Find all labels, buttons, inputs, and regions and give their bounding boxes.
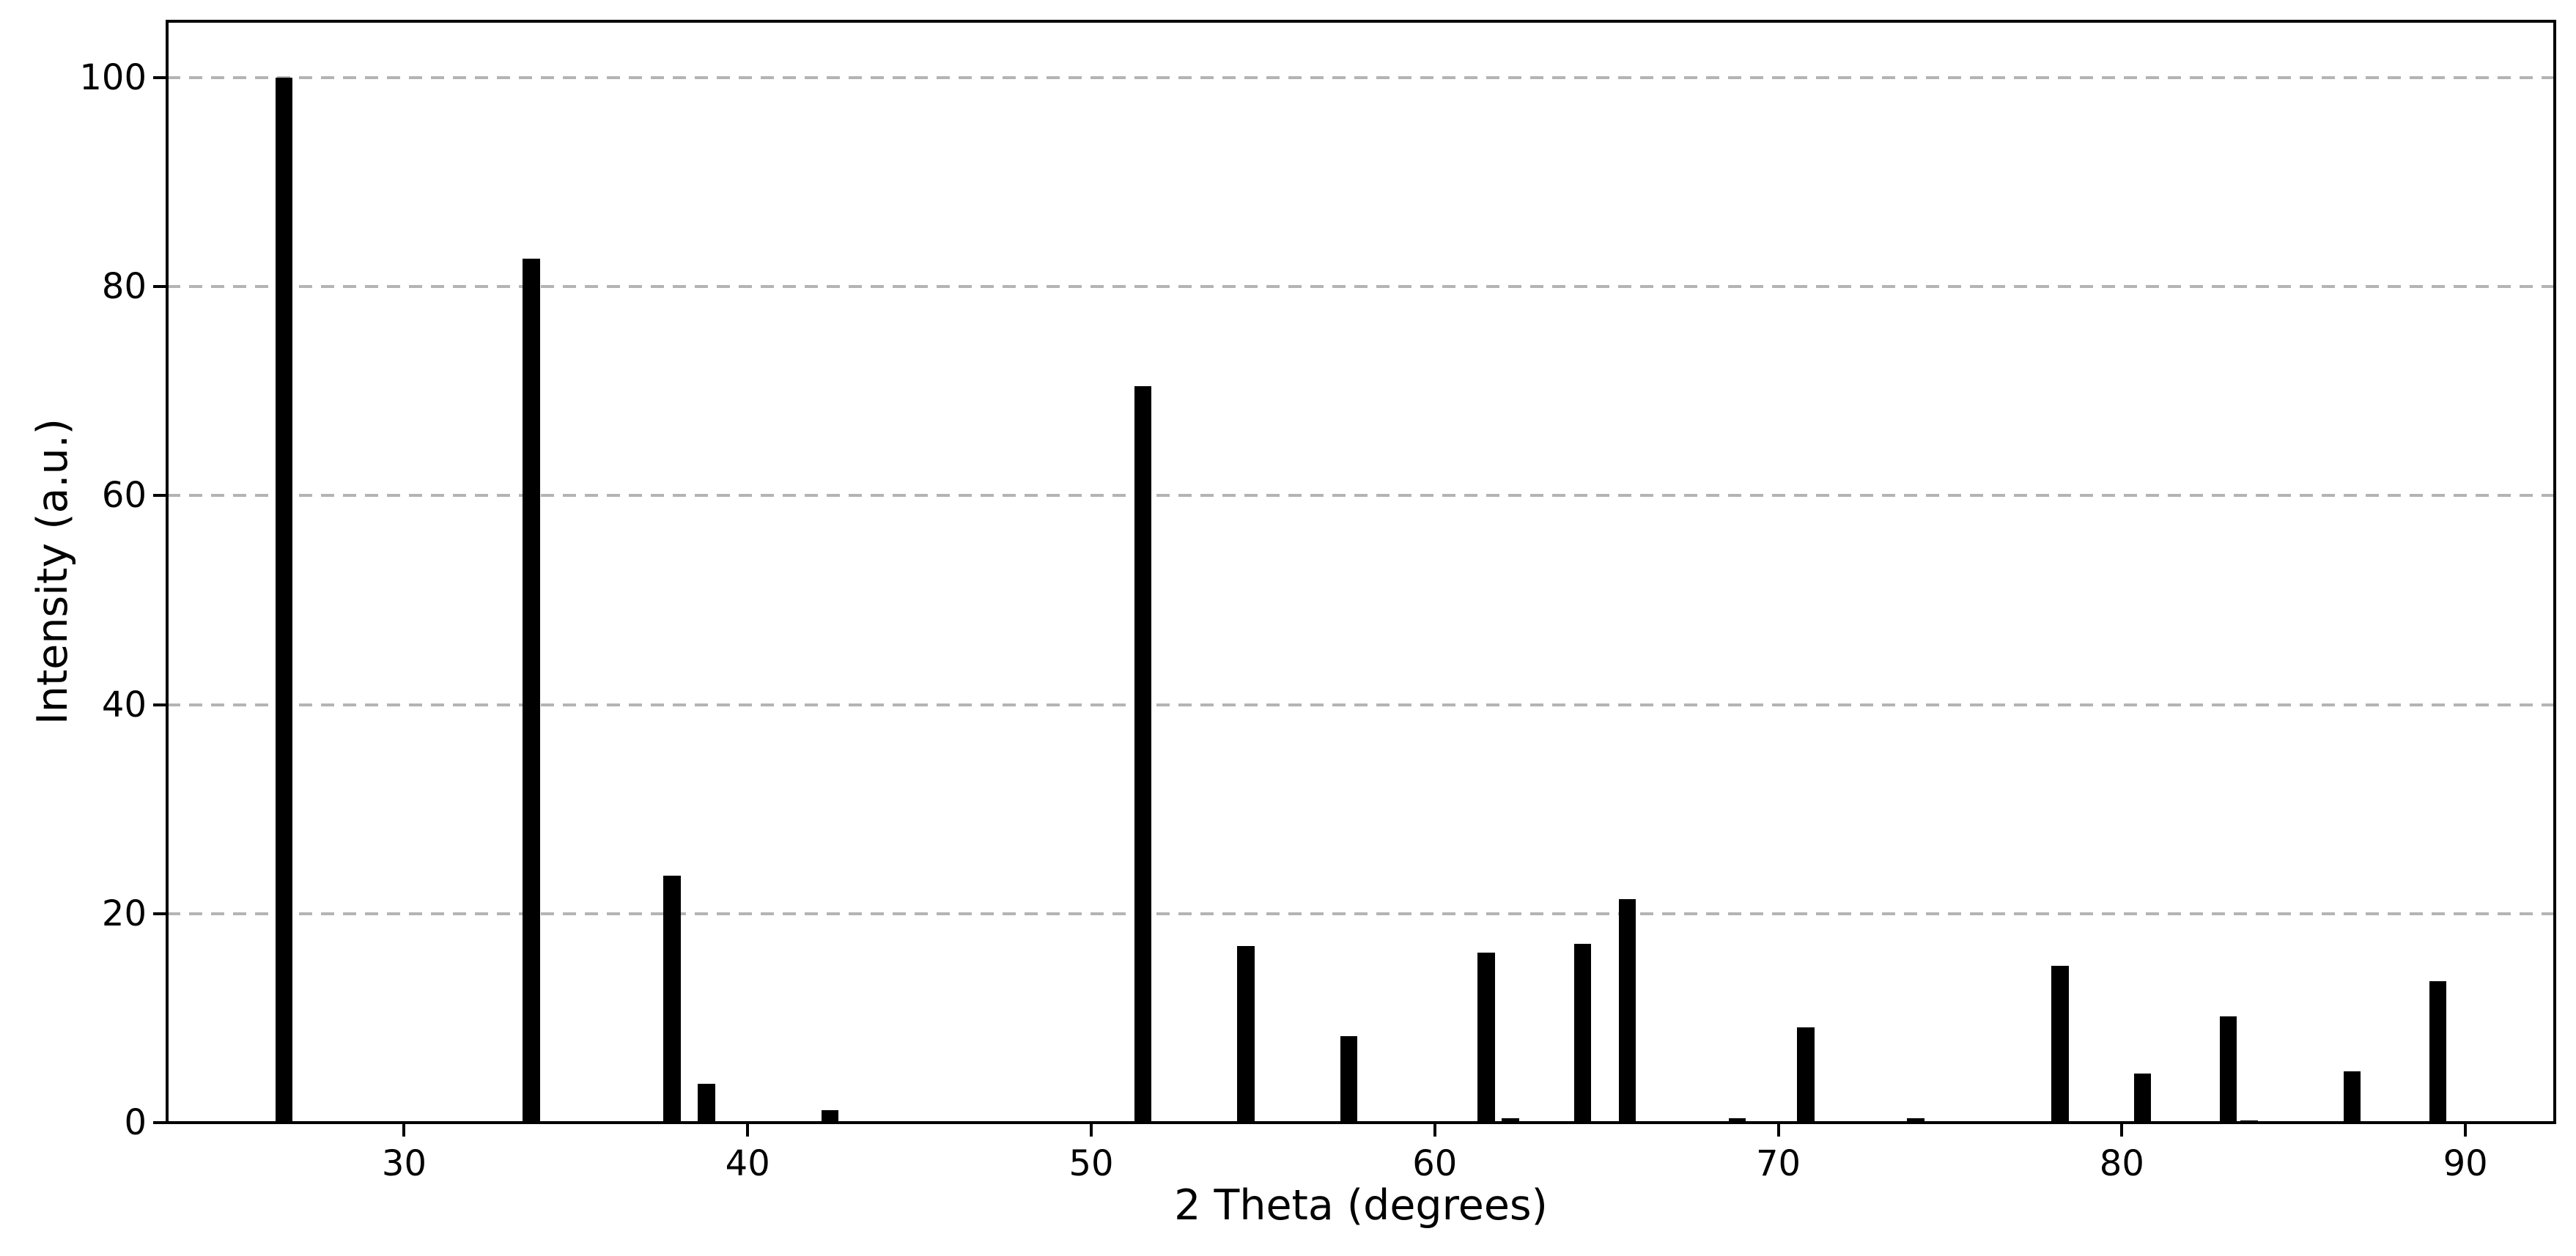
y-tick-label-80: 80 (101, 266, 147, 308)
x-axis-tick-70 (1776, 1124, 1780, 1137)
x-axis-label: 2 Theta (degrees) (1174, 1181, 1548, 1230)
x-tick-label-40: 40 (725, 1143, 770, 1184)
y-axis-tick-60 (153, 494, 166, 498)
xrd-bar (1618, 898, 1636, 1123)
xrd-bar (1134, 385, 1152, 1123)
y-tick-label-0: 0 (124, 1102, 147, 1143)
xrd-bar (1907, 1118, 1924, 1123)
x-axis-tick-60 (1433, 1124, 1436, 1137)
xrd-bar (1477, 952, 1495, 1123)
y-tick-label-20: 20 (101, 893, 147, 934)
xrd-bar (1728, 1118, 1746, 1123)
xrd-bar (2051, 966, 2069, 1123)
x-tick-label-30: 30 (381, 1143, 427, 1184)
xrd-bar (2429, 981, 2447, 1123)
xrd-bar (1797, 1027, 1815, 1123)
right-spine (2553, 20, 2556, 1124)
xrd-bar (1340, 1035, 1358, 1123)
top-spine (166, 20, 2556, 23)
bottom-spine (166, 1121, 2556, 1124)
gridline-y-20 (167, 912, 2555, 915)
xrd-bar (523, 258, 540, 1123)
gridline-y-60 (167, 494, 2555, 498)
x-tick-label-50: 50 (1069, 1143, 1114, 1184)
x-tick-label-70: 70 (1756, 1143, 1801, 1184)
y-axis-tick-40 (153, 703, 166, 706)
xrd-bar (1573, 944, 1592, 1123)
y-axis-label: Intensity (a.u.) (29, 418, 77, 725)
gridline-y-80 (167, 285, 2555, 289)
y-axis-tick-0 (153, 1121, 166, 1124)
xrd-bar (1502, 1118, 1519, 1123)
y-axis-tick-80 (153, 285, 166, 289)
x-tick-label-60: 60 (1412, 1143, 1458, 1184)
y-axis-tick-20 (153, 912, 166, 915)
gridline-y-100 (167, 76, 2555, 79)
xrd-bar (2343, 1071, 2361, 1123)
left-spine (166, 20, 169, 1124)
xrd-bar (2133, 1073, 2152, 1123)
y-tick-label-60: 60 (101, 475, 147, 517)
x-axis-tick-30 (402, 1124, 406, 1137)
xrd-bar (2219, 1016, 2237, 1123)
y-axis-tick-100 (153, 76, 166, 79)
x-tick-label-80: 80 (2099, 1143, 2144, 1184)
xrd-bar (275, 78, 293, 1123)
xrd-bar (663, 876, 681, 1123)
y-tick-label-40: 40 (101, 684, 147, 725)
x-axis-tick-50 (1090, 1124, 1093, 1137)
x-axis-tick-90 (2464, 1124, 2468, 1137)
x-tick-label-90: 90 (2443, 1143, 2488, 1184)
gridline-y-40 (167, 703, 2555, 706)
y-tick-label-100: 100 (79, 57, 147, 98)
xrd-bar (698, 1084, 715, 1123)
x-axis-tick-80 (2120, 1124, 2124, 1137)
xrd-bar (822, 1109, 839, 1123)
xrd-bar (1237, 946, 1255, 1123)
x-axis-tick-40 (746, 1124, 750, 1137)
